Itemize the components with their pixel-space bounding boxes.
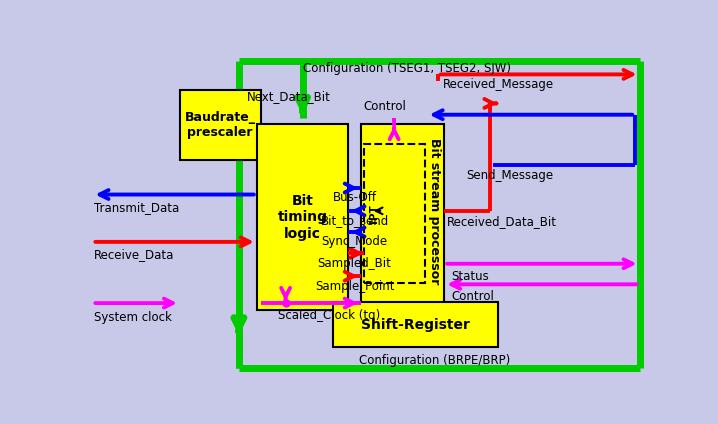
Text: Sync_Mode: Sync_Mode: [322, 235, 388, 248]
Bar: [363, 144, 425, 283]
Text: Transmit_Data: Transmit_Data: [94, 201, 180, 214]
Text: Bit stream processor: Bit stream processor: [428, 138, 441, 284]
Text: Bus-Off: Bus-Off: [332, 191, 377, 204]
Bar: [180, 90, 261, 160]
Text: Shift-Register: Shift-Register: [361, 318, 470, 332]
Text: Sample_Point: Sample_Point: [315, 280, 394, 293]
Text: Received_Message: Received_Message: [444, 78, 554, 91]
Text: Bit_to_send: Bit_to_send: [320, 214, 388, 227]
Text: Configuration (BRPE/BRP): Configuration (BRPE/BRP): [359, 354, 510, 367]
Text: IPT: IPT: [368, 204, 378, 223]
Text: Baudrate_
prescaler: Baudrate_ prescaler: [185, 111, 256, 139]
Bar: [257, 124, 348, 310]
Text: Bit
timing
logic: Bit timing logic: [278, 194, 327, 240]
Text: Received_Data_Bit: Received_Data_Bit: [447, 215, 557, 228]
Text: Next_Data_Bit: Next_Data_Bit: [247, 90, 331, 103]
Text: Receive_Data: Receive_Data: [94, 248, 174, 262]
Text: Scaled_Clock (tq): Scaled_Clock (tq): [278, 309, 380, 322]
Bar: [360, 124, 444, 310]
Text: Status: Status: [451, 270, 489, 283]
Text: Control: Control: [451, 290, 494, 303]
Text: Send_Message: Send_Message: [467, 169, 554, 182]
Text: Configuration (TSEG1, TSEG2, SJW): Configuration (TSEG1, TSEG2, SJW): [303, 62, 511, 75]
Text: Sampled_Bit: Sampled_Bit: [317, 257, 391, 270]
Bar: [333, 302, 498, 347]
Text: Control: Control: [363, 100, 406, 113]
Text: System clock: System clock: [94, 311, 172, 324]
